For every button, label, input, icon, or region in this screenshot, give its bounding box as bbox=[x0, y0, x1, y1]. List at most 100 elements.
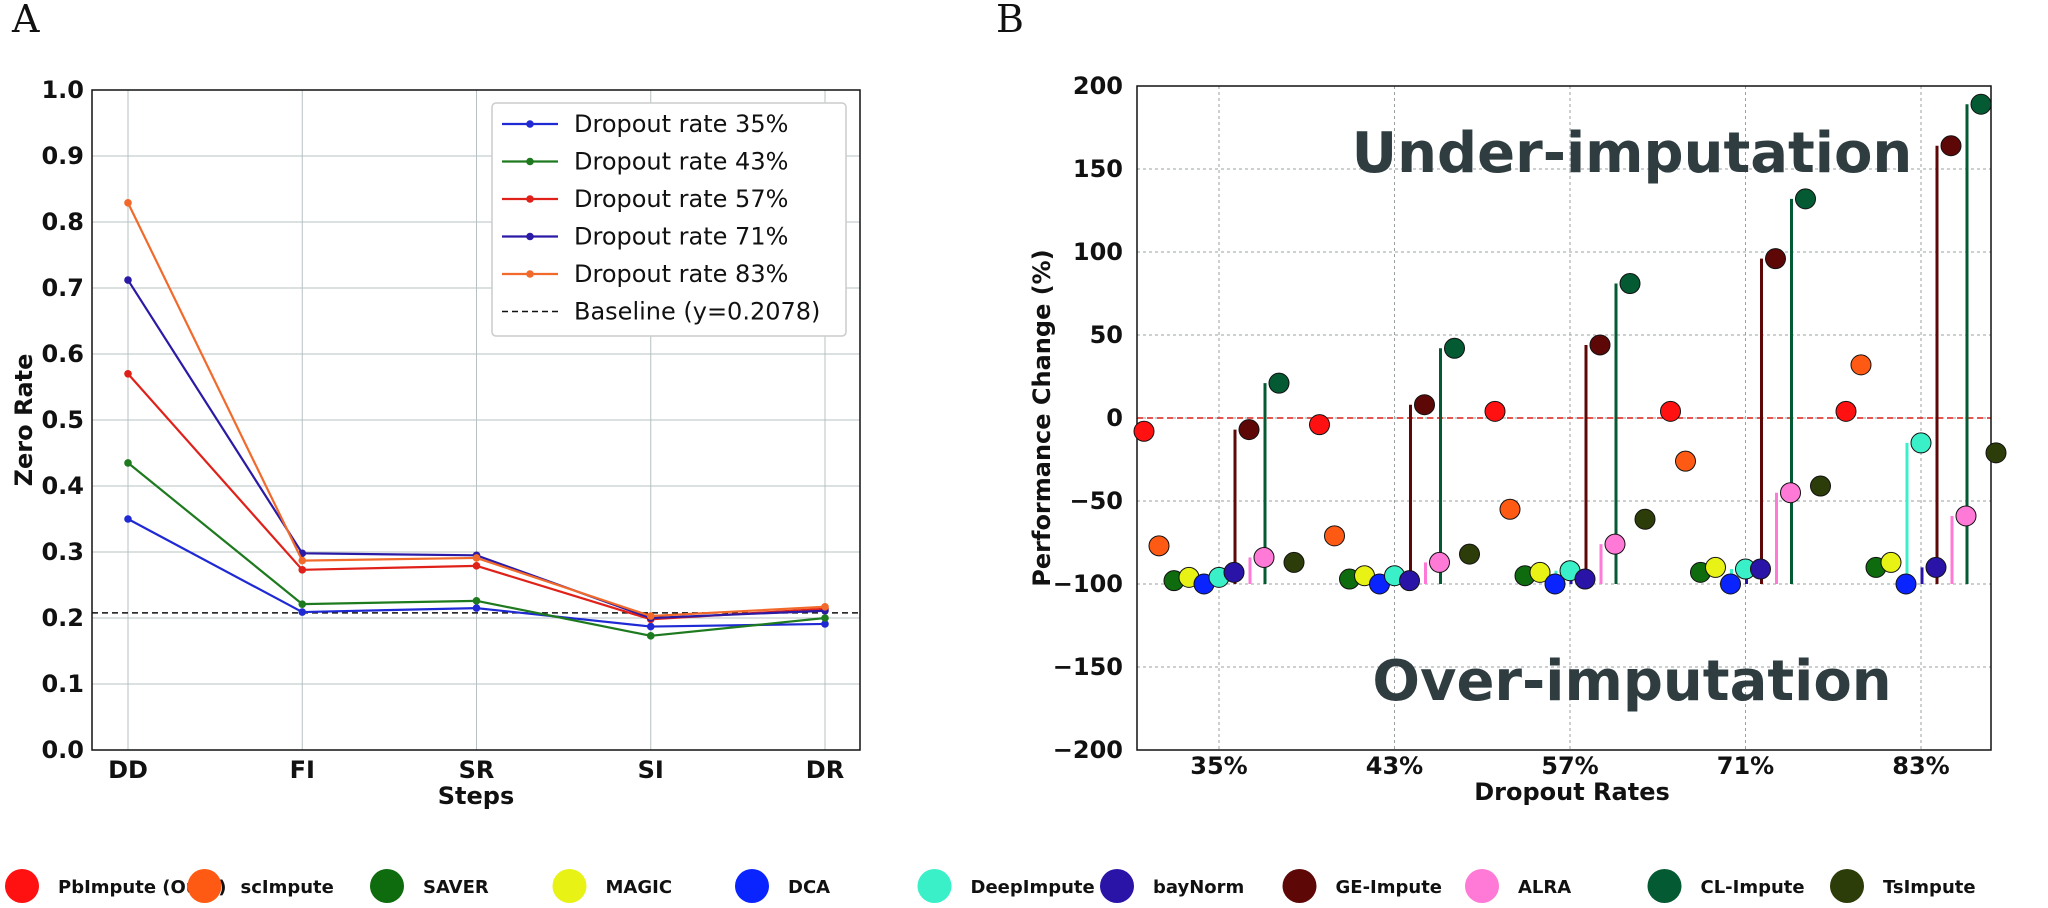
panel-a-y-tick: 0.8 bbox=[41, 208, 84, 236]
methods-legend-label: bayNorm bbox=[1153, 877, 1244, 898]
panel-a-series-point bbox=[124, 276, 132, 284]
panel-a-legend-label: Dropout rate 57% bbox=[574, 185, 788, 213]
panel-b-y-tick: −100 bbox=[1053, 570, 1123, 598]
panel-a-legend-marker bbox=[526, 270, 534, 278]
panel-b-point bbox=[1529, 561, 1551, 583]
panel-b-point bbox=[1484, 400, 1506, 422]
panel-b-point bbox=[1835, 400, 1857, 422]
methods-legend-marker bbox=[735, 869, 769, 903]
panel-b-point bbox=[1910, 432, 1932, 454]
panel-b-y-tick: 100 bbox=[1073, 238, 1123, 266]
panel-a-y-tick: 0.6 bbox=[41, 340, 84, 368]
panel-b-point bbox=[1283, 551, 1305, 573]
panel-b-point bbox=[1765, 248, 1786, 270]
methods-legend-marker bbox=[1647, 869, 1682, 903]
panel-b-x-tick: 35% bbox=[1190, 752, 1247, 780]
methods-legend: PbImpute (Ours) scImpute SAVER MAGIC DCA Deep… bbox=[5, 869, 1976, 903]
panel-b-point bbox=[1429, 551, 1450, 573]
panel-a-legend-marker bbox=[526, 157, 534, 166]
panel-b-point bbox=[1133, 420, 1155, 442]
methods-legend-marker bbox=[1465, 869, 1499, 903]
panel-b-point bbox=[1238, 419, 1260, 441]
methods-legend-label: ALRA bbox=[1518, 877, 1571, 898]
panel-a-legend-label: Dropout rate 43% bbox=[574, 148, 788, 176]
panel-b-points bbox=[1133, 93, 2007, 595]
panel-a-legend-label: Dropout rate 83% bbox=[574, 260, 788, 288]
panel-b-chart: 200 150 100 50 0 −50 −100 −150 −200 35% 43% 57% 71%… bbox=[1028, 72, 2007, 806]
panel-b-point bbox=[1399, 570, 1420, 592]
methods-legend-marker bbox=[1100, 869, 1134, 903]
panel-b-point bbox=[1895, 573, 1917, 595]
panel-a-series-point bbox=[472, 597, 481, 605]
panel-b-point bbox=[1544, 573, 1566, 595]
panel-a-y-tick: 0.5 bbox=[41, 406, 84, 434]
panel-b-y-label: Performance Change (%) bbox=[1028, 249, 1056, 586]
panel-b-letter: B bbox=[996, 0, 1024, 41]
panel-a-y-label: Zero Rate bbox=[10, 354, 38, 487]
panel-a-series-point bbox=[472, 562, 481, 570]
over-imputation-annotation: Over-imputation bbox=[1372, 649, 1891, 714]
panel-a-y-tick: 1.0 bbox=[41, 76, 84, 104]
panel-a-frame bbox=[91, 89, 861, 751]
panel-a-x-tick: DD bbox=[108, 756, 148, 784]
panel-b-point bbox=[1634, 508, 1656, 530]
panel-a-legend-label: Baseline (y=0.2078) bbox=[574, 298, 820, 326]
panel-b-point bbox=[1750, 558, 1771, 580]
panel-b-point bbox=[1499, 498, 1521, 520]
panel-a-y-tick: 0.1 bbox=[41, 670, 84, 698]
panel-b-point bbox=[1309, 414, 1330, 436]
panel-a-legend-marker bbox=[526, 195, 534, 203]
methods-legend-marker bbox=[187, 869, 222, 903]
panel-a-series-point bbox=[298, 566, 307, 574]
panel-b-x-tick: 71% bbox=[1717, 752, 1774, 780]
methods-legend-marker bbox=[1282, 869, 1317, 903]
panel-a-legend-marker bbox=[526, 120, 534, 128]
panel-a-letter: A bbox=[11, 0, 40, 41]
methods-legend-marker bbox=[552, 869, 587, 903]
panel-b-point bbox=[1414, 394, 1435, 416]
panel-b-point bbox=[1459, 543, 1480, 565]
panel-b-point bbox=[1324, 525, 1345, 547]
methods-legend-label: PbImpute (Ours) bbox=[58, 877, 226, 898]
panel-b-point bbox=[1660, 400, 1681, 422]
panel-a-legend: Dropout rate 35% Dropout rate 43% Dropout … bbox=[491, 102, 847, 337]
panel-a-series-point bbox=[298, 556, 307, 565]
panel-a-series-point bbox=[124, 199, 132, 207]
panel-a-series-point bbox=[821, 614, 829, 622]
panel-b-y-tick: −50 bbox=[1069, 487, 1123, 515]
methods-legend-marker bbox=[1830, 869, 1864, 903]
panel-a-y-tick: 0.0 bbox=[41, 736, 84, 764]
panel-b-point bbox=[1955, 505, 1977, 527]
panel-b-point bbox=[1589, 334, 1611, 356]
methods-legend-marker bbox=[370, 869, 404, 903]
panel-b-y-ticks: 200 150 100 50 0 −50 −100 −150 −200 bbox=[1053, 72, 1123, 764]
panel-b-point bbox=[1850, 354, 1872, 376]
panel-b-point bbox=[1619, 273, 1641, 295]
under-imputation-annotation: Under-imputation bbox=[1352, 121, 1913, 186]
panel-a-series-point bbox=[821, 602, 829, 611]
panel-a-series bbox=[124, 199, 829, 640]
panel-b-point bbox=[1925, 556, 1947, 578]
panel-b-y-tick: −200 bbox=[1053, 736, 1123, 764]
panel-b-x-tick: 83% bbox=[1892, 752, 1949, 780]
panel-a-series-point bbox=[124, 370, 132, 378]
panel-b-point bbox=[1780, 482, 1801, 504]
panel-a-x-tick: FI bbox=[290, 756, 315, 784]
panel-b-point bbox=[1940, 135, 1962, 157]
methods-legend-label: CL-Impute bbox=[1701, 877, 1805, 898]
panel-b-x-tick: 43% bbox=[1366, 752, 1423, 780]
panel-b-point bbox=[1444, 337, 1465, 359]
panel-a-chart: 0.0 0.1 0.2 0.3 0.4 0.5 0.6 0.7 0.8 0.9 1.0 DD FI SR… bbox=[10, 76, 861, 810]
methods-legend-label: DCA bbox=[788, 877, 830, 898]
panel-b-point bbox=[1810, 475, 1831, 497]
panel-b-point bbox=[1604, 533, 1626, 555]
panel-a-series-point bbox=[124, 459, 132, 467]
methods-legend-label: MAGIC bbox=[606, 877, 673, 898]
panel-b-point bbox=[1795, 188, 1816, 210]
panel-a-series-point bbox=[821, 620, 829, 628]
panel-b-point bbox=[1223, 561, 1245, 583]
panel-b-x-label: Dropout Rates bbox=[1474, 778, 1670, 806]
panel-b-point bbox=[1574, 568, 1596, 590]
panel-b-point bbox=[1880, 551, 1902, 573]
